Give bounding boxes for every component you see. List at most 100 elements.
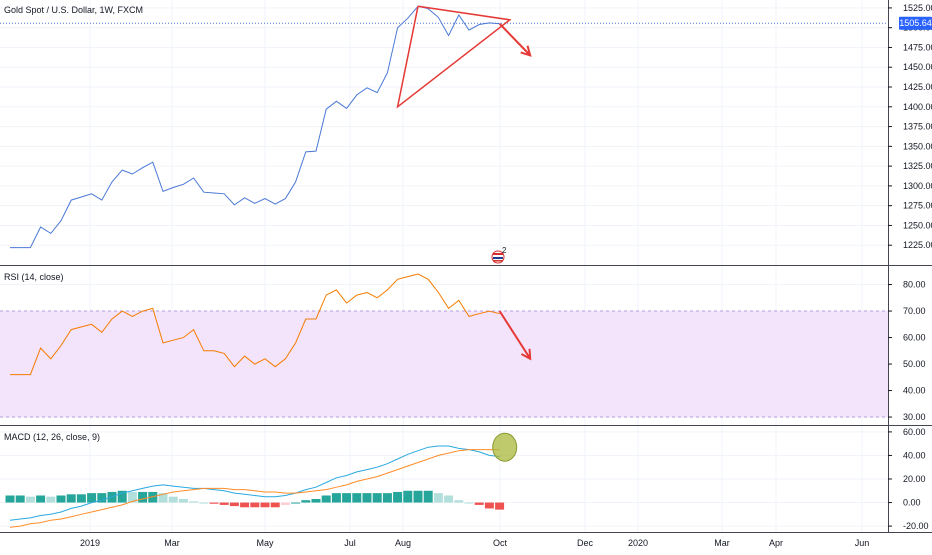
macd-histogram-bar	[189, 501, 199, 503]
chart-title: Gold Spot / U.S. Dollar, 1W, FXCM	[4, 5, 143, 15]
macd-histogram-bar	[168, 496, 178, 503]
price-axis-tick-label: 1350.00	[903, 141, 932, 151]
macd-histogram-bar	[403, 490, 413, 503]
macd-axis-tick-label: 0.00	[903, 498, 921, 508]
macd-axis-tick-label: -20.00	[903, 521, 929, 531]
macd-histogram-bar	[321, 495, 331, 503]
triangle-pattern	[396, 5, 512, 109]
time-axis-label: 2019	[80, 538, 100, 548]
macd-histogram-bar	[97, 493, 107, 503]
macd-histogram-bar	[127, 491, 137, 503]
event-marker[interactable]: 2	[491, 246, 507, 264]
macd-histogram-bar	[76, 494, 86, 503]
price-axis-tick-label: 1525.00	[903, 3, 932, 13]
macd-histogram-bar	[209, 502, 219, 504]
rsi-down-arrow-shaft	[498, 310, 532, 360]
band-layer	[0, 310, 888, 418]
macd-histogram-bar	[495, 502, 505, 510]
macd-histogram-bar	[158, 493, 168, 503]
macd-histogram-bar	[464, 502, 474, 504]
macd-histogram-bar	[5, 495, 15, 503]
price-down-arrow-head	[520, 45, 532, 57]
time-axis-label: Aug	[395, 538, 411, 548]
macd-line	[9, 445, 500, 521]
rsi-axis-tick-label: 60.00	[903, 333, 926, 343]
time-axis-label: Oct	[493, 538, 508, 548]
macd-histogram-bar	[199, 502, 209, 504]
macd-histogram-bar	[474, 502, 484, 505]
rsi-band	[0, 311, 888, 418]
time-axis-label: Mar	[714, 538, 730, 548]
macd-axis-tick-label: 40.00	[903, 450, 926, 460]
macd-histogram-bar	[484, 502, 494, 509]
price-axis-tick-label: 1450.00	[903, 62, 932, 72]
time-axis-label: Dec	[577, 538, 594, 548]
macd-histogram-bar	[240, 502, 250, 508]
macd-histogram-bar	[138, 491, 148, 503]
price-axis-tick-label: 1425.00	[903, 82, 932, 92]
macd-histogram-bar	[219, 502, 229, 505]
macd-histogram-bar	[250, 502, 260, 508]
flag-stripe-mid	[493, 257, 503, 259]
macd-histogram-bar	[87, 493, 97, 503]
macd-histogram-bar	[423, 490, 433, 503]
macd-histogram-bar	[433, 493, 443, 503]
rsi-panel-title: RSI (14, close)	[4, 272, 64, 282]
macd-histogram-bar	[25, 496, 35, 503]
macd-highlight-circle	[492, 432, 518, 462]
macd-histogram-bar	[393, 491, 403, 503]
price-axis-tick-label: 1225.00	[903, 240, 932, 250]
macd-histogram-bar	[56, 495, 66, 503]
macd-panel-title: MACD (12, 26, close, 9)	[4, 432, 100, 442]
drawings-layer[interactable]	[396, 5, 532, 462]
macd-histogram-bar	[148, 491, 158, 503]
macd-histogram-bar	[36, 495, 46, 503]
macd-histogram-bar	[46, 496, 56, 503]
price-axis-tick-label: 1400.00	[903, 102, 932, 112]
price-axis-tick-label: 1250.00	[903, 220, 932, 230]
price-badge: 1505.64	[899, 16, 932, 30]
macd-histogram-bar	[372, 493, 382, 503]
time-axis-label: 2020	[628, 538, 648, 548]
price-down-arrow-shaft	[498, 23, 531, 57]
macd-histogram-bar	[15, 495, 25, 503]
macd-histogram-bar	[178, 499, 188, 503]
macd-histogram-bar	[342, 493, 352, 503]
macd-histogram-bar	[117, 490, 127, 503]
macd-histogram-bar	[301, 500, 311, 503]
signal-line	[9, 449, 500, 528]
macd-axis-tick-label: 20.00	[903, 474, 926, 484]
rsi-axis-tick-label: 50.00	[903, 359, 926, 369]
macd-histogram-bar	[454, 500, 464, 503]
flag-stripe-top	[493, 253, 503, 255]
time-axis-label: Mar	[164, 538, 180, 548]
macd-histogram-bar	[260, 502, 270, 508]
macd-histogram-bar	[362, 493, 372, 503]
macd-histogram-bar	[413, 490, 423, 503]
flag-stripe-bottom	[493, 260, 503, 262]
time-axis-label: Jul	[344, 538, 356, 548]
macd-histogram-bar	[66, 494, 76, 503]
time-axis-label: May	[256, 538, 274, 548]
price-axis-tick-label: 1325.00	[903, 161, 932, 171]
rsi-axis-tick-label: 30.00	[903, 412, 926, 422]
macd-axis-tick-label: 60.00	[903, 427, 926, 437]
rsi-down-arrow-head	[520, 348, 532, 361]
macd-histogram-bar	[331, 493, 341, 503]
time-axis-label: Jun	[855, 538, 870, 548]
macd-histogram-bar	[107, 491, 117, 503]
price-axis-tick-label: 1375.00	[903, 122, 932, 132]
macd-histogram-bar	[229, 502, 239, 507]
event-count: 2	[502, 246, 507, 255]
rsi-axis-tick-label: 40.00	[903, 386, 926, 396]
price-axis-tick-label: 1275.00	[903, 201, 932, 211]
macd-histogram-bar	[311, 499, 321, 503]
macd-histogram-bar	[270, 502, 280, 508]
macd-histogram-bar	[382, 493, 392, 503]
series-layer	[0, 5, 888, 528]
price-badge-text: 1505.64	[899, 18, 932, 28]
macd-histogram-bar	[280, 502, 290, 505]
